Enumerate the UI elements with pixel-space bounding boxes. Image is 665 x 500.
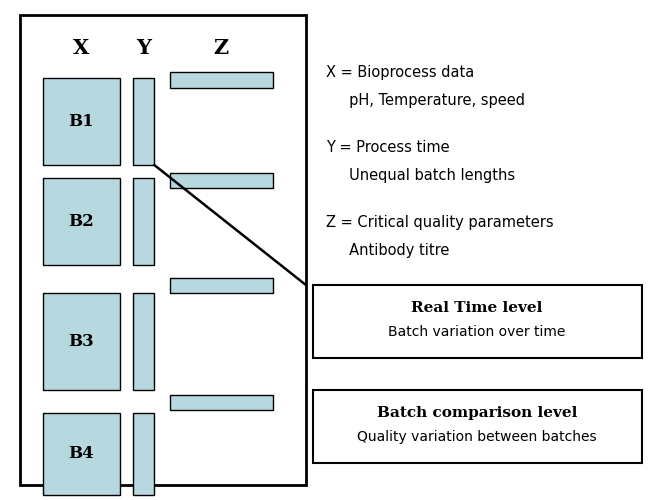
- Bar: [133, 178, 154, 265]
- Text: Z: Z: [213, 38, 229, 58]
- Text: pH, Temperature, speed: pH, Temperature, speed: [326, 92, 525, 108]
- Text: Antibody titre: Antibody titre: [326, 242, 450, 258]
- Bar: [170, 278, 273, 292]
- Bar: [43, 78, 120, 165]
- Text: Batch variation over time: Batch variation over time: [388, 326, 566, 340]
- Text: B4: B4: [68, 446, 94, 462]
- Bar: [43, 292, 120, 390]
- Text: B3: B3: [68, 333, 94, 350]
- Text: Quality variation between batches: Quality variation between batches: [357, 430, 597, 444]
- Bar: [43, 412, 120, 495]
- Bar: [170, 395, 273, 410]
- Bar: [170, 172, 273, 188]
- Text: Batch comparison level: Batch comparison level: [377, 406, 577, 419]
- Bar: [313, 285, 642, 358]
- Bar: [170, 72, 273, 88]
- Bar: [133, 412, 154, 495]
- Text: Real Time level: Real Time level: [412, 300, 543, 314]
- Text: Y: Y: [136, 38, 151, 58]
- Text: Z = Critical quality parameters: Z = Critical quality parameters: [326, 215, 553, 230]
- Bar: [313, 390, 642, 462]
- Bar: [43, 178, 120, 265]
- Bar: [133, 292, 154, 390]
- Text: B1: B1: [68, 113, 94, 130]
- Text: B2: B2: [68, 213, 94, 230]
- Text: Unequal batch lengths: Unequal batch lengths: [326, 168, 515, 182]
- Bar: [133, 78, 154, 165]
- Bar: [20, 15, 306, 485]
- Text: X: X: [73, 38, 90, 58]
- Text: X = Bioprocess data: X = Bioprocess data: [326, 65, 474, 80]
- Text: Y = Process time: Y = Process time: [326, 140, 450, 155]
